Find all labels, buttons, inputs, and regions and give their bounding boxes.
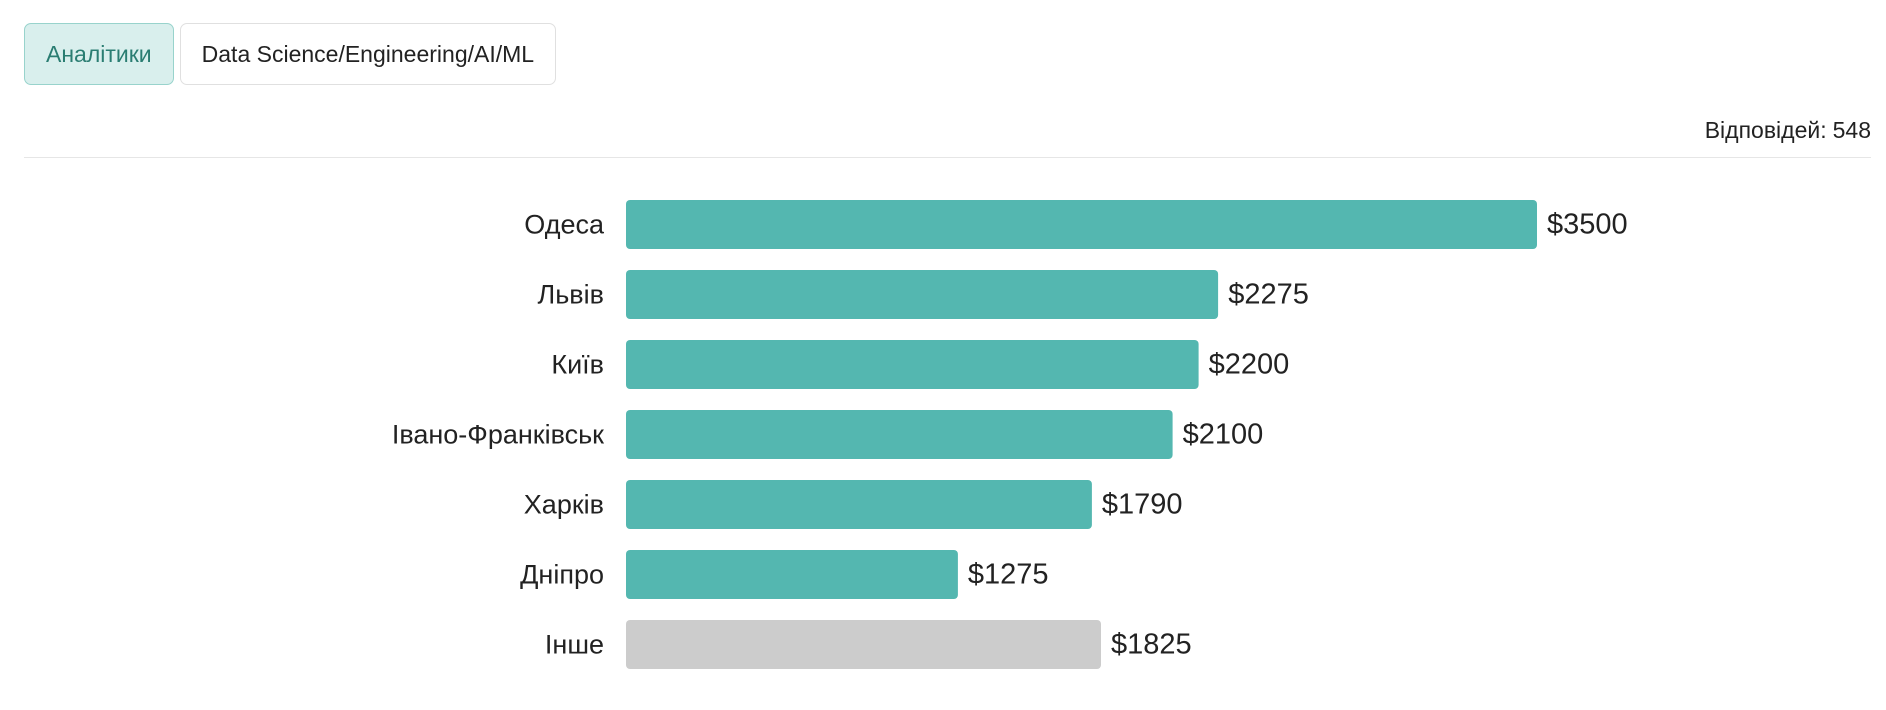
bar-7	[626, 620, 1101, 669]
divider	[24, 157, 1871, 158]
responses-label: Відповідей:	[1704, 117, 1827, 143]
bar-1	[626, 200, 1537, 249]
value-label: $1825	[1111, 629, 1192, 661]
bar-3	[626, 340, 1199, 389]
category-label: Інше	[545, 630, 604, 660]
category-label: Харків	[524, 490, 604, 520]
category-label: Київ	[551, 350, 604, 380]
category-label: Дніпро	[520, 560, 604, 590]
responses-value: 548	[1832, 117, 1871, 143]
bar-6	[626, 550, 958, 599]
bar-4	[626, 410, 1173, 459]
tab-data-science[interactable]: Data Science/Engineering/AI/ML	[179, 23, 557, 85]
value-label: $2200	[1209, 349, 1290, 381]
bar-2	[626, 270, 1219, 319]
responses-count: Відповідей: 548	[1705, 117, 1871, 144]
value-label: $2275	[1228, 279, 1309, 311]
bar-5	[626, 480, 1092, 529]
tab-analysts[interactable]: Аналітики	[24, 23, 174, 85]
value-label: $3500	[1547, 209, 1628, 241]
tab-bar: Аналітики Data Science/Engineering/AI/ML	[24, 23, 557, 85]
category-label: Одеса	[524, 210, 605, 240]
category-label: Івано-Франківськ	[392, 420, 604, 450]
value-label: $1275	[968, 559, 1049, 591]
value-label: $1790	[1102, 489, 1183, 521]
value-label: $2100	[1183, 419, 1264, 451]
category-label: Львів	[538, 280, 604, 310]
